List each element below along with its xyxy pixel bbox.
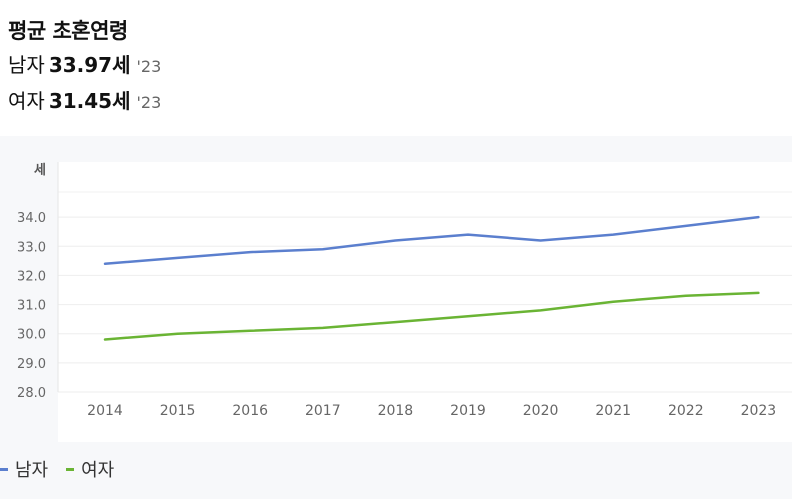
chart-panel: 28.0 29.0 30.0 31.0 32.0 33.0 34.0 세 2014 2015 201… xyxy=(0,136,792,499)
y-tick-label: 34.0 xyxy=(17,211,46,226)
x-tick-label: 2019 xyxy=(450,403,486,419)
female-label: 여자 xyxy=(8,89,45,113)
legend-swatch-male xyxy=(0,467,8,471)
x-tick-label: 2015 xyxy=(160,403,196,419)
male-stat: 남자 33.97세 '23 xyxy=(8,48,161,84)
x-tick-label: 2023 xyxy=(741,403,777,419)
female-value: 31.45세 xyxy=(48,89,131,113)
legend-swatch-female xyxy=(66,467,75,471)
line-chart: 28.0 29.0 30.0 31.0 32.0 33.0 34.0 세 2014 2015 201… xyxy=(17,162,792,419)
y-tick-label: 33.0 xyxy=(17,240,46,255)
plot-area xyxy=(58,162,792,442)
x-tick-label: 2020 xyxy=(523,403,559,419)
chart-legend: 남자 여자 xyxy=(0,454,132,484)
page-title: 평균 초혼연령 xyxy=(8,19,128,43)
male-value: 33.97세 xyxy=(48,53,131,77)
y-tick-label: 32.0 xyxy=(17,269,46,284)
y-tick-label: 30.0 xyxy=(17,328,46,343)
male-label: 남자 xyxy=(8,53,45,77)
y-tick-label: 31.0 xyxy=(17,299,46,314)
x-tick-label: 2022 xyxy=(668,403,704,419)
x-tick-label: 2014 xyxy=(87,403,123,419)
female-year: '23 xyxy=(136,93,162,112)
x-tick-label: 2018 xyxy=(378,403,414,419)
series-line-male xyxy=(103,215,760,266)
summary-header: 평균 초혼연령 남자 33.97세 '23 여자 31.45세 '23 xyxy=(8,14,161,120)
legend-label-male: 남자 xyxy=(15,460,49,481)
legend-item-female[interactable]: 여자 xyxy=(66,456,114,482)
x-tick-label: 2021 xyxy=(595,403,631,419)
x-tick-label: 2017 xyxy=(305,403,341,419)
x-tick-label: 2016 xyxy=(232,403,268,419)
female-stat: 여자 31.45세 '23 xyxy=(8,84,161,120)
male-year: '23 xyxy=(136,57,162,76)
y-axis-unit-label: 세 xyxy=(34,163,46,178)
legend-item-male[interactable]: 남자 xyxy=(0,456,48,482)
legend-label-female: 여자 xyxy=(81,460,115,481)
series-line-female xyxy=(103,291,760,341)
y-tick-label: 29.0 xyxy=(17,357,46,372)
y-tick-label: 28.0 xyxy=(17,386,46,401)
